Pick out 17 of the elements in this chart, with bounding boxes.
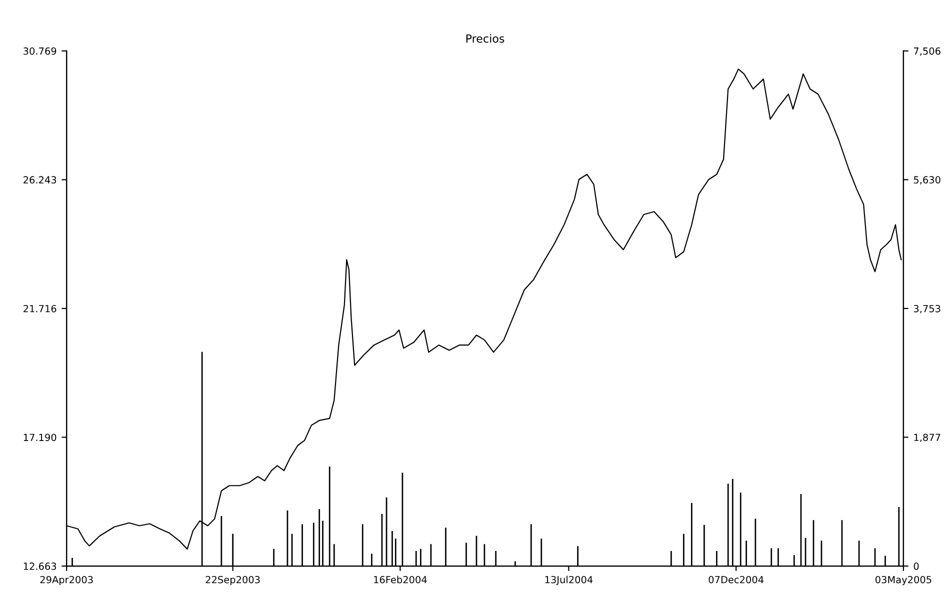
y-tick-label: 30.769 [24,47,56,55]
x-tick-label: 03May2005 [875,576,932,586]
y2-tick-label: 0 [914,562,919,570]
x-tick-label: 16Feb2004 [374,576,427,584]
y-tick-label: 21.716 [24,304,56,312]
x-tick-label: 22Sep2003 [206,576,260,586]
y2-tick-label: 3,753 [914,304,940,314]
x-tick-label: 07Dec2004 [708,576,764,584]
y2-tick-label: 1,877 [914,434,940,442]
y-tick-label: 26.243 [24,176,56,184]
x-tick-label: 29Apr2003 [40,576,93,586]
chart-title: Precios [466,34,504,43]
y-tick-label: 17.190 [24,434,56,442]
y-tick-label: 12.663 [24,562,56,570]
y2-tick-label: 5,630 [914,176,940,184]
y2-tick-label: 7,506 [914,47,940,56]
x-tick-label: 13Jul2004 [545,576,593,586]
